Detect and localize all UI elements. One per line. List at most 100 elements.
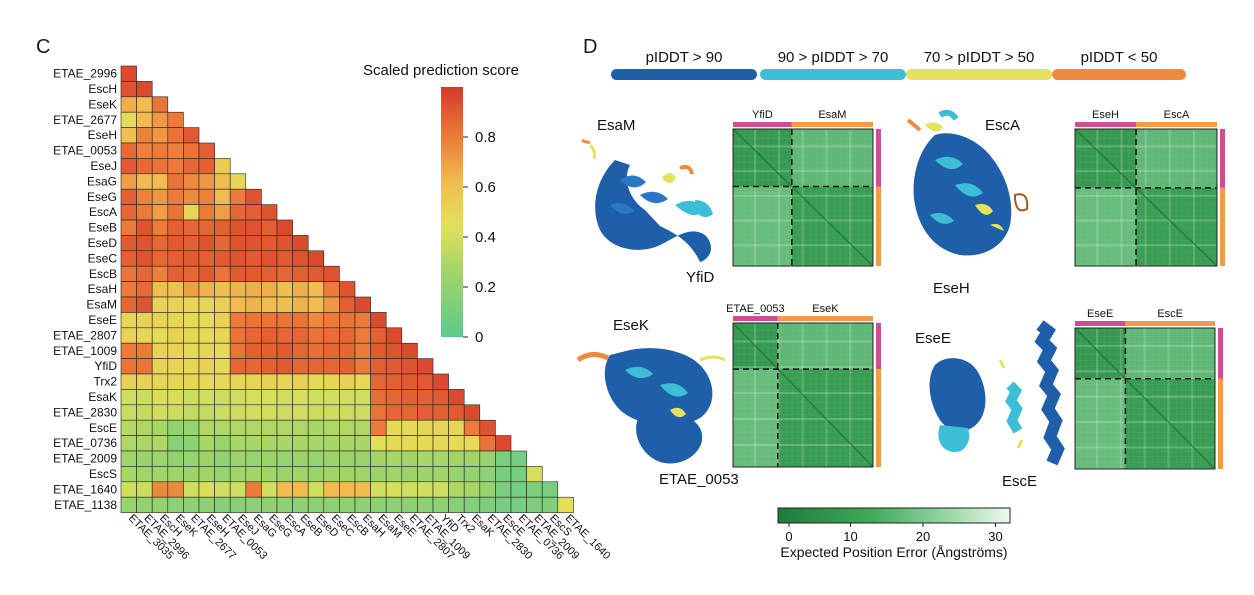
row-label: EseC	[88, 251, 118, 265]
heatmap-cell	[120, 127, 137, 144]
chain-bar-a-side	[876, 129, 881, 187]
heatmap-cell	[229, 281, 247, 298]
heatmap-cell	[198, 142, 215, 159]
heatmap-cell	[167, 419, 184, 436]
heatmap-col-labels: ETAE_3035ETAE_2996EscHEseKETAE_2677EseHE…	[126, 512, 613, 562]
heatmap-cell	[526, 466, 543, 483]
heatmap-cell	[214, 450, 231, 467]
heatmap-cell	[167, 281, 184, 298]
heatmap-cell	[167, 435, 184, 452]
heatmap-cell	[292, 312, 309, 329]
chain-bar-b	[791, 122, 873, 127]
heatmap-cell	[339, 312, 356, 329]
heatmap-cell	[167, 358, 184, 375]
heatmap-cell	[214, 373, 231, 390]
heatmap-cell	[463, 466, 481, 483]
row-label: ETAE_1009	[53, 344, 117, 358]
heatmap-cell	[432, 419, 449, 436]
heatmap-cell	[370, 435, 387, 452]
chain-bar-a-side	[1220, 129, 1225, 188]
heatmap-cell	[292, 281, 309, 298]
heatmap-cell	[229, 358, 247, 375]
heatmap-cell	[401, 373, 418, 390]
row-label: EsaK	[88, 390, 117, 404]
heatmap-cell	[432, 404, 449, 421]
heatmap-cell	[323, 342, 340, 359]
chain-bar-a	[733, 316, 778, 321]
pae-matrix: YfiD EsaM	[732, 109, 881, 267]
heatmap-cell	[245, 188, 262, 205]
pae-matrix: EseH EscA	[1074, 109, 1225, 267]
heatmap-cell	[261, 219, 278, 236]
heatmap-cell	[120, 496, 137, 513]
heatmap-cell	[276, 342, 293, 359]
label-esek: EseK	[613, 317, 649, 334]
heatmap-cell	[385, 373, 403, 390]
heatmap-cell	[323, 281, 340, 298]
heatmap-cell	[229, 219, 247, 236]
heatmap-cell	[510, 496, 527, 513]
score-heatmap	[120, 65, 574, 513]
heatmap-cell	[417, 389, 434, 406]
heatmap-cell	[214, 281, 231, 298]
pae-colorbar-tick-label: 0	[785, 529, 792, 544]
heatmap-cell	[261, 404, 278, 421]
heatmap-cell	[136, 312, 153, 329]
heatmap-cell	[339, 327, 356, 344]
heatmap-cell	[261, 373, 278, 390]
heatmap-cell	[120, 281, 137, 298]
heatmap-cell	[385, 327, 403, 344]
heatmap-cell	[432, 496, 449, 513]
heatmap-cell	[167, 373, 184, 390]
heatmap-cell	[120, 96, 137, 113]
colorbar-tick-label: 0.8	[475, 129, 496, 146]
heatmap-cell	[276, 250, 293, 267]
heatmap-cell	[120, 204, 137, 221]
heatmap-cell	[323, 265, 340, 282]
heatmap-cell	[323, 496, 340, 513]
heatmap-cell	[167, 481, 184, 498]
heatmap-cell	[401, 358, 418, 375]
heatmap-cell	[354, 342, 371, 359]
heatmap-cell	[183, 142, 200, 159]
heatmap-cell	[151, 373, 169, 390]
heatmap-cell	[370, 358, 387, 375]
heatmap-cell	[229, 235, 247, 252]
heatmap-cell	[245, 496, 262, 513]
heatmap-cell	[183, 219, 200, 236]
heatmap-cell	[229, 419, 247, 436]
heatmap-cell	[167, 127, 184, 144]
heatmap-cell	[245, 450, 262, 467]
heatmap-cell	[214, 496, 231, 513]
heatmap-cell	[448, 404, 465, 421]
heatmap-cell	[214, 296, 231, 313]
heatmap-cell	[167, 312, 184, 329]
heatmap-cell	[276, 481, 293, 498]
heatmap-cell	[276, 296, 293, 313]
heatmap-cell	[229, 250, 247, 267]
row-label: ETAE_2009	[53, 452, 117, 466]
label-esce: EscE	[1002, 473, 1037, 490]
heatmap-cell	[276, 496, 293, 513]
heatmap-cell	[292, 404, 309, 421]
heatmap-cell	[214, 342, 231, 359]
heatmap-cell	[245, 358, 262, 375]
heatmap-cell	[495, 481, 512, 498]
heatmap-cell	[401, 435, 418, 452]
row-label: EscS	[89, 467, 117, 481]
label-etae0053: ETAE_0053	[659, 471, 739, 488]
heatmap-cell	[245, 327, 262, 344]
heatmap-cell	[136, 127, 153, 144]
heatmap-cell	[151, 435, 169, 452]
heatmap-cell	[541, 481, 559, 498]
row-label: ETAE_2807	[53, 328, 117, 342]
heatmap-cell	[432, 389, 449, 406]
heatmap-cell	[276, 373, 293, 390]
heatmap-cell	[136, 81, 153, 98]
panel-d-letter: D	[583, 36, 597, 58]
heatmap-cell	[167, 235, 184, 252]
heatmap-cell	[198, 342, 215, 359]
heatmap-cell	[463, 496, 481, 513]
heatmap-cell	[120, 188, 137, 205]
heatmap-cell	[276, 219, 293, 236]
